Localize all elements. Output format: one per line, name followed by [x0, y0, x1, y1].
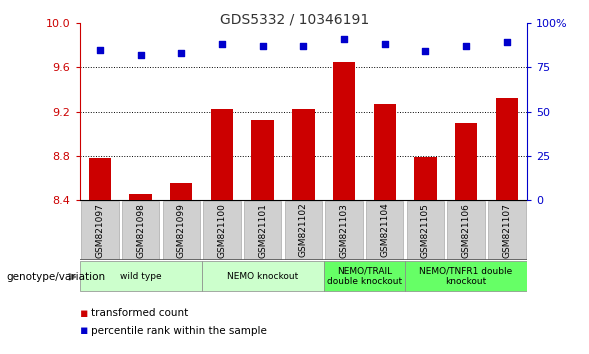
Text: GSM821100: GSM821100 [217, 202, 226, 258]
Text: NEMO knockout: NEMO knockout [227, 272, 298, 281]
Bar [333, 62, 355, 200]
Text: GSM821101: GSM821101 [258, 202, 267, 258]
Text: GSM821102: GSM821102 [299, 203, 308, 257]
Bar [211, 109, 233, 200]
FancyBboxPatch shape [80, 261, 201, 291]
FancyBboxPatch shape [201, 261, 324, 291]
FancyBboxPatch shape [284, 201, 322, 259]
FancyBboxPatch shape [203, 201, 241, 259]
Point [177, 50, 186, 56]
Bar [252, 120, 274, 200]
Text: GSM821099: GSM821099 [177, 202, 186, 258]
Bar [130, 194, 152, 200]
Text: percentile rank within the sample: percentile rank within the sample [91, 326, 267, 336]
Text: GSM821104: GSM821104 [380, 203, 389, 257]
Text: GSM821098: GSM821098 [136, 202, 145, 258]
Text: GSM821106: GSM821106 [462, 202, 471, 258]
Bar [495, 98, 518, 200]
Bar [373, 104, 396, 200]
Text: NEMO/TNFR1 double
knockout: NEMO/TNFR1 double knockout [419, 267, 513, 286]
Point [299, 43, 308, 49]
Text: wild type: wild type [120, 272, 161, 281]
Text: GSM821107: GSM821107 [502, 202, 511, 258]
Bar [414, 157, 436, 200]
Text: ▪: ▪ [80, 307, 92, 320]
FancyBboxPatch shape [244, 201, 282, 259]
FancyBboxPatch shape [448, 201, 485, 259]
Text: GDS5332 / 10346191: GDS5332 / 10346191 [220, 12, 369, 27]
Point [339, 36, 349, 42]
FancyBboxPatch shape [366, 201, 403, 259]
Text: transformed count: transformed count [91, 308, 188, 318]
Text: ▪: ▪ [80, 325, 92, 337]
FancyBboxPatch shape [163, 201, 200, 259]
FancyBboxPatch shape [325, 201, 363, 259]
FancyBboxPatch shape [81, 201, 118, 259]
Bar [89, 158, 111, 200]
Point [95, 47, 105, 52]
Text: GSM821103: GSM821103 [339, 202, 349, 258]
Point [421, 48, 430, 54]
Text: NEMO/TRAIL
double knockout: NEMO/TRAIL double knockout [327, 267, 402, 286]
Bar [170, 183, 193, 200]
Bar [292, 109, 315, 200]
FancyBboxPatch shape [405, 261, 527, 291]
Point [461, 43, 471, 49]
Text: GSM821097: GSM821097 [95, 202, 104, 258]
Point [136, 52, 145, 58]
FancyBboxPatch shape [406, 201, 444, 259]
Point [502, 40, 511, 45]
Point [258, 43, 267, 49]
Text: genotype/variation: genotype/variation [6, 272, 105, 282]
Text: GSM821105: GSM821105 [421, 202, 430, 258]
FancyBboxPatch shape [122, 201, 159, 259]
FancyBboxPatch shape [488, 201, 525, 259]
Point [380, 41, 389, 47]
FancyBboxPatch shape [324, 261, 405, 291]
Bar [455, 122, 477, 200]
Point [217, 41, 227, 47]
